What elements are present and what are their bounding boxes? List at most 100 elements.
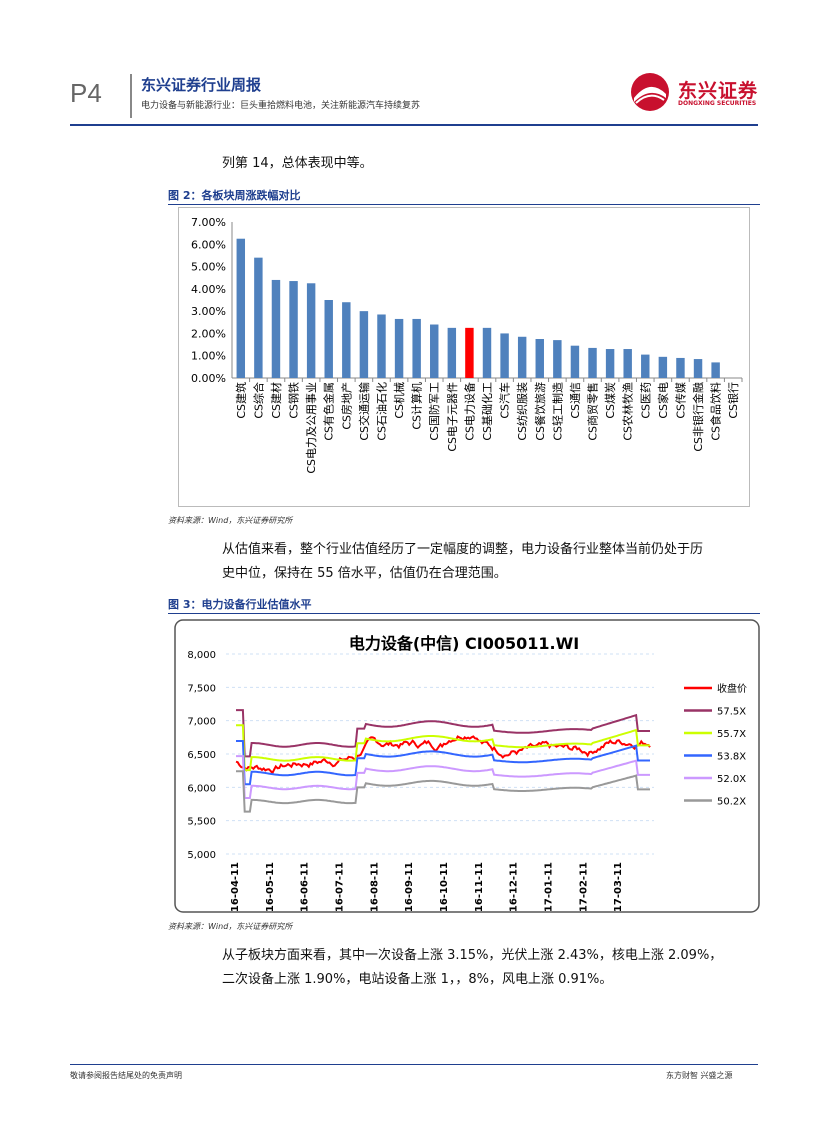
header-divider [130,74,132,118]
bar [500,333,509,378]
bar-y-tick-label: 6.00% [191,238,226,251]
report-title: 东兴证券行业周报 [141,76,262,94]
bar [658,356,668,378]
paragraph-3-line-2: 二次设备上涨 1.90%，电站设备上涨 1，，8%，风电上涨 0.91%。 [222,972,613,987]
bar [412,318,421,378]
paragraph-3-line-1: 从子板块方面来看，其中一次设备上涨 3.15%，光伏上涨 2.43%，核电上涨 … [222,948,723,963]
bar-x-category-label: CS电力及公用事业 [305,382,318,474]
bar-x-category-label: CS家电 [656,382,670,419]
bar-x-category-label: CS电子元器件 [446,382,459,452]
bar [324,300,333,378]
bar [641,354,650,378]
line-y-tick-label: 5,000 [187,850,216,861]
legend-label: 57.5X [717,707,746,718]
line-x-tick-label: 16-07-11 [335,862,346,912]
footer-slogan: 东方财智 兴盛之源 [666,1071,733,1080]
bar-x-category-label: CS综合 [251,382,265,419]
logo-subtext: DONGXING SECURITIES [678,100,757,107]
line-x-tick-label: 16-11-11 [474,862,485,912]
legend-label: 收盘价 [717,682,747,695]
bar-x-category-label: CS石油石化 [374,382,388,441]
bar [289,281,298,378]
bar [430,324,439,378]
bar-x-category-label: CS煤炭 [604,382,617,419]
bar-y-tick-label: 3.00% [191,305,226,318]
bar [588,347,597,378]
line-series-path [236,740,650,786]
bar [465,327,474,378]
bar [377,314,386,378]
bar [271,279,281,378]
bar [254,257,263,378]
footer-disclaimer: 敬请参阅报告结尾处的免责声明 [70,1071,182,1080]
bar-x-category-label: CS建筑 [234,382,248,419]
legend-label: 50.2X [717,797,746,808]
bar-x-category-label: CS传媒 [674,382,687,419]
bar-x-category-label: CS通信 [569,382,582,419]
line-x-tick-label: 16-12-11 [509,862,520,912]
page-number: P4 [70,78,102,108]
legend-label: 52.0X [717,774,746,785]
bar-x-category-label: CS建材 [269,382,283,419]
bar-x-category-label: CS计算机 [410,382,424,430]
bar [711,362,720,378]
line-y-tick-label: 7,500 [187,683,216,694]
figure-3-source: 资料来源：Wind，东兴证券研究所 [168,922,293,931]
bar [605,349,615,378]
bar-x-category-label: CS国防军工 [427,382,441,441]
bar-y-tick-label: 0.00% [191,372,226,385]
bar [306,283,316,378]
bar-x-category-label: CS基础化工 [480,382,494,441]
bar-y-tick-label: 1.00% [191,350,226,363]
company-logo [631,73,669,111]
bar-chart: 0.00% 1.00% 2.00% 3.00% 4.00% 5.00% 6.00% 7.00%… [178,207,750,507]
bar [394,318,404,378]
bar-y-tick-label: 4.00% [191,283,226,296]
bar-x-category-label: CS轻工制造 [550,382,564,441]
line-x-tick-label: 17-02-11 [578,862,589,912]
bar-y-tick-label: 2.00% [191,327,226,340]
line-y-tick-label: 5,500 [187,817,216,828]
figure-3-rule [168,613,760,614]
bar-x-category-label: CS电力设备 [462,382,476,441]
paragraph-2-line-1: 从估值来看，整个行业估值经历了一定幅度的调整，电力设备行业整体当前仍处于历 [222,542,704,557]
line-y-tick-label: 6,000 [187,783,216,794]
bar-x-category-label: CS医药 [639,382,652,419]
bar-y-tick-label: 5.00% [191,261,226,274]
legend-label: 53.8X [717,752,746,763]
line-chart-title: 电力设备(中信) CI005011.WI [349,634,579,653]
report-subtitle: 电力设备与新能源行业：巨头重拾燃料电池，关注新能源汽车持续复苏 [141,101,421,111]
bar [517,336,527,378]
bar-x-category-label: CS商贸零售 [586,382,600,441]
header-rule [70,124,758,126]
bar-x-category-label: CS食品饮料 [709,382,723,441]
bar [447,327,457,378]
bar-x-category-label: CS非银行金融 [691,382,705,452]
line-x-tick-label: 17-01-11 [544,862,555,912]
bar-y-tick-label: 7.00% [191,216,226,229]
line-series-path [236,770,650,813]
line-x-tick-label: 17-03-11 [613,862,624,912]
bar-x-category-label: CS纺织服装 [515,382,529,441]
line-chart: 电力设备(中信) CI005011.WI 5,000 5,500 6,000 6,50… [174,619,760,913]
bar [236,238,246,378]
line-series-path [236,755,650,799]
legend-label: 55.7X [717,729,746,740]
bar-x-category-label: CS有色金属 [322,382,336,441]
line-y-tick-label: 8,000 [187,650,216,661]
bar [535,339,544,378]
bar-x-category-label: CS机械 [392,382,406,419]
bar-x-category-label: CS钢铁 [288,382,301,419]
figure-2-source: 资料来源：Wind，东兴证券研究所 [168,516,293,525]
bar [482,327,492,378]
bar-x-category-label: CS房地产 [339,382,353,430]
bar-x-category-label: CS交通运输 [357,382,371,441]
footer-rule [70,1064,758,1065]
bar [342,302,351,378]
line-x-tick-label: 16-06-11 [300,862,311,912]
logo-text: 东兴证券 [678,80,759,102]
line-series-path [236,724,650,772]
bar-x-category-label: CS汽车 [498,382,512,419]
paragraph-2-line-2: 史中位，保持在 55 倍水平，估值仍在合理范围。 [222,566,507,581]
figure-3-title: 图 3：电力设备行业估值水平 [168,598,312,611]
